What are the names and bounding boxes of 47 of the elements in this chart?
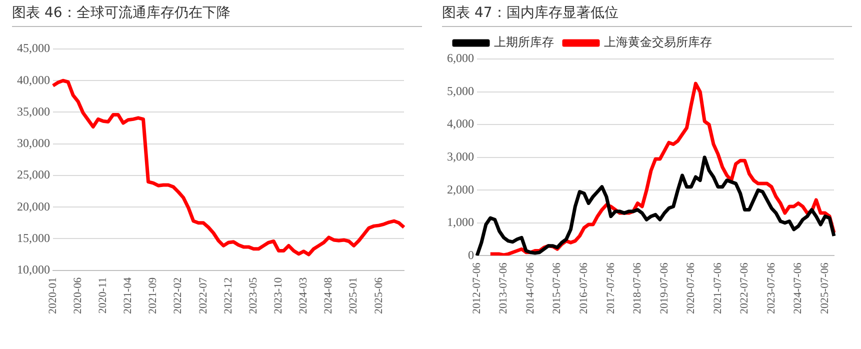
x-tick-label: 2013-07-06 xyxy=(498,262,510,314)
y-tick-label: 3,000 xyxy=(447,149,474,164)
x-tick-label: 2021-09 xyxy=(147,276,160,314)
x-tick-label: 2021-07-06 xyxy=(712,262,724,314)
x-tick-label: 2024-08 xyxy=(322,276,335,314)
x-tick-label: 2022-07-06 xyxy=(738,262,751,314)
x-tick-label: 2022-07 xyxy=(197,276,210,314)
y-tick-label: 40,000 xyxy=(17,72,50,87)
y-tick-label: 30,000 xyxy=(17,136,50,150)
y-tick-label: 4,000 xyxy=(447,116,474,131)
legend-label: 上期所库存 xyxy=(494,35,554,50)
x-tick-label: 2024-03 xyxy=(298,276,310,314)
x-tick-label: 2025-01 xyxy=(348,277,360,314)
x-tick-label: 2025-07-06 xyxy=(818,262,831,314)
x-tick-label: 2014-07-06 xyxy=(524,262,536,314)
x-tick-label: 2022-12 xyxy=(222,277,234,314)
x-tick-label: 2020-07-06 xyxy=(685,262,698,314)
y-tick-label: 1,000 xyxy=(447,215,474,230)
x-tick-label: 2023-05 xyxy=(247,276,260,314)
x-tick-label: 2023-07-06 xyxy=(765,262,778,314)
y-tick-label: 6,000 xyxy=(447,51,474,66)
x-tick-label: 2020-11 xyxy=(97,277,110,314)
y-tick-label: 2,000 xyxy=(447,182,474,196)
chart-title: 图表 46：全球可流通库存仍在下降 xyxy=(12,0,422,27)
x-tick-label: 2020-01 xyxy=(46,277,59,314)
y-tick-label: 35,000 xyxy=(17,104,50,118)
x-tick-label: 2019-07-06 xyxy=(658,262,670,314)
x-tick-label: 2020-06 xyxy=(72,276,84,314)
x-tick-label: 2016-07-06 xyxy=(578,262,590,314)
y-tick-label: 45,000 xyxy=(17,41,50,56)
y-tick-label: 15,000 xyxy=(17,230,50,245)
x-tick-label: 2025-06 xyxy=(372,276,385,314)
y-tick-label: 25,000 xyxy=(17,168,50,182)
x-tick-label: 2023-10 xyxy=(272,276,285,314)
x-tick-label: 2022-02 xyxy=(172,277,184,314)
x-tick-label: 2021-04 xyxy=(122,276,134,314)
y-tick-label: 0 xyxy=(468,248,474,262)
x-tick-label: 2015-07-06 xyxy=(551,262,564,314)
x-tick-label: 2017-07-06 xyxy=(604,262,617,314)
chart-title: 图表 47：国内库存显著低位 xyxy=(442,0,852,27)
y-tick-label: 20,000 xyxy=(17,199,50,214)
legend-label: 上海黄金交易所库存 xyxy=(604,35,712,50)
x-tick-label: 2018-07-06 xyxy=(632,262,644,314)
x-tick-label: 2012-07-06 xyxy=(470,262,483,314)
x-tick-label: 2024-07-06 xyxy=(792,262,804,314)
y-tick-label: 5,000 xyxy=(447,84,474,98)
y-tick-label: 10,000 xyxy=(17,262,50,276)
